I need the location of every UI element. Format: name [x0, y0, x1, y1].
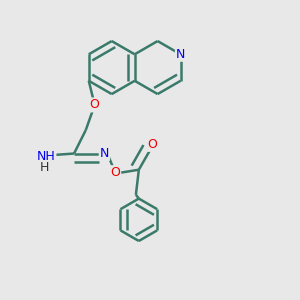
- Text: O: O: [110, 166, 120, 179]
- Text: N: N: [100, 147, 109, 160]
- Text: O: O: [147, 138, 157, 151]
- Text: N: N: [176, 48, 185, 61]
- Text: H: H: [40, 161, 49, 174]
- Text: NH: NH: [37, 150, 56, 163]
- Text: O: O: [90, 98, 100, 111]
